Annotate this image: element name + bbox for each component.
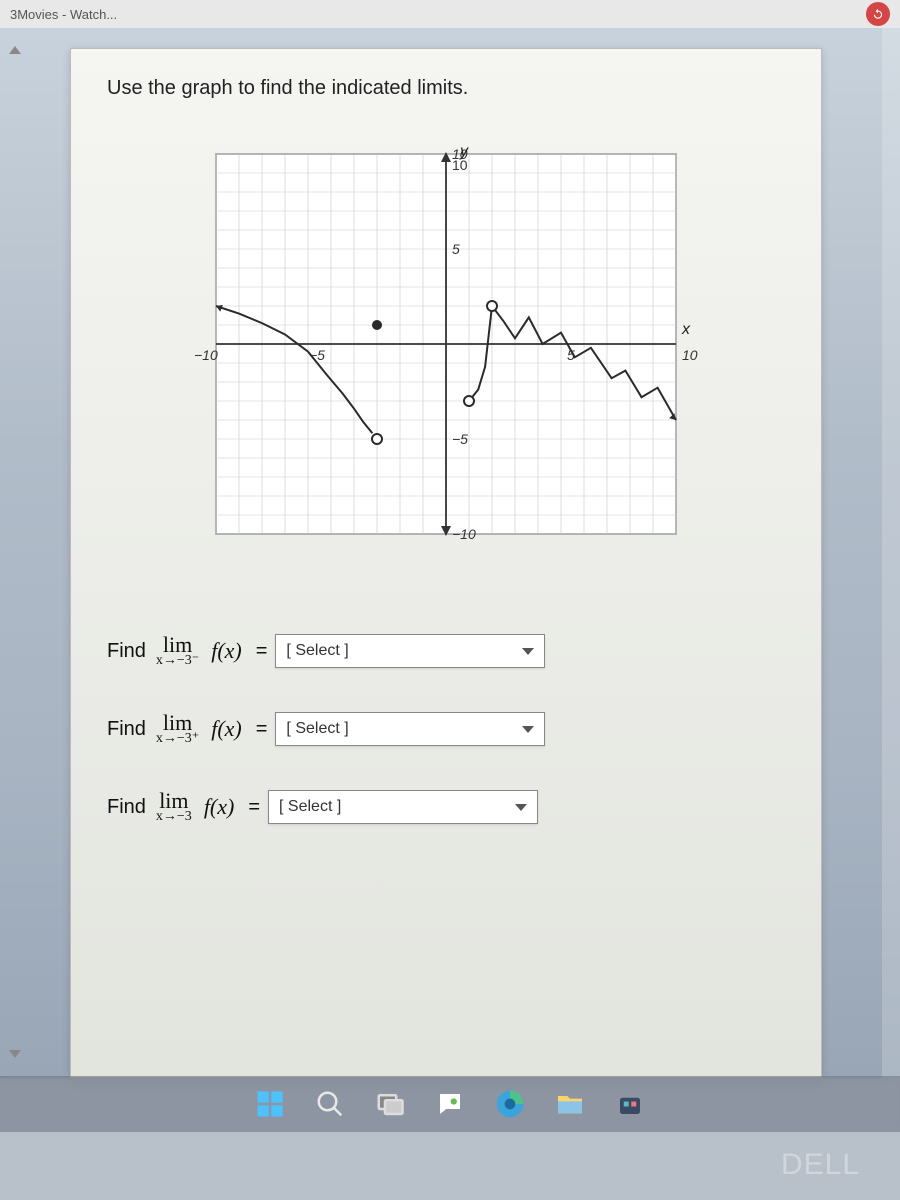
windows-taskbar <box>0 1076 900 1132</box>
taskview-icon[interactable] <box>372 1086 408 1122</box>
svg-text:10: 10 <box>452 157 468 173</box>
reload-icon[interactable] <box>866 2 890 26</box>
lim-symbol: limx→−3⁻ <box>156 634 199 668</box>
lim-symbol: limx→−3⁺ <box>156 712 199 746</box>
scroll-down-icon[interactable] <box>9 1050 21 1058</box>
question-card: Use the graph to find the indicated limi… <box>70 48 822 1078</box>
answer-select[interactable]: [ Select ] <box>268 790 538 824</box>
fx-label: f(x) <box>211 638 242 664</box>
tab-title: 3Movies - Watch... <box>10 7 858 22</box>
equals-label: = <box>256 640 268 663</box>
limit-row: Find limx→−3 f(x) = [ Select ] <box>107 790 785 824</box>
select-placeholder: [ Select ] <box>286 642 348 660</box>
select-placeholder: [ Select ] <box>286 720 348 738</box>
edge-icon[interactable] <box>492 1086 528 1122</box>
start-icon[interactable] <box>252 1086 288 1122</box>
dell-logo: DELL <box>781 1148 860 1182</box>
search-icon[interactable] <box>312 1086 348 1122</box>
limit-row: Find limx→−3⁺ f(x) = [ Select ] <box>107 712 785 746</box>
find-label: Find <box>107 718 146 741</box>
store-icon[interactable] <box>612 1086 648 1122</box>
find-label: Find <box>107 796 146 819</box>
explorer-icon[interactable] <box>552 1086 588 1122</box>
page-body: Use the graph to find the indicated limi… <box>0 28 900 1078</box>
browser-tab-bar: 3Movies - Watch... <box>0 0 900 28</box>
limit-row: Find limx→−3⁻ f(x) = [ Select ] <box>107 634 785 668</box>
right-scrollbar[interactable] <box>882 28 900 1078</box>
chevron-down-icon <box>522 648 534 655</box>
equals-label: = <box>256 718 268 741</box>
equals-label: = <box>248 796 260 819</box>
svg-text:x: x <box>681 321 691 338</box>
graph-container: −10−5510−10−5510yx10 <box>107 124 785 564</box>
scroll-rail <box>0 28 30 1078</box>
svg-text:−10: −10 <box>452 526 476 542</box>
lim-symbol: limx→−3 <box>156 790 192 824</box>
chevron-down-icon <box>515 804 527 811</box>
question-prompt: Use the graph to find the indicated limi… <box>107 77 785 100</box>
svg-text:10: 10 <box>682 347 698 363</box>
answer-select[interactable]: [ Select ] <box>275 634 545 668</box>
fx-label: f(x) <box>211 716 242 742</box>
svg-text:5: 5 <box>452 241 460 257</box>
find-label: Find <box>107 640 146 663</box>
select-placeholder: [ Select ] <box>279 798 341 816</box>
scroll-up-icon[interactable] <box>9 46 21 54</box>
limits-graph: −10−5510−10−5510yx10 <box>186 124 706 564</box>
svg-text:−5: −5 <box>452 431 468 447</box>
svg-text:−10: −10 <box>194 347 218 363</box>
chat-icon[interactable] <box>432 1086 468 1122</box>
chevron-down-icon <box>522 726 534 733</box>
fx-label: f(x) <box>204 794 235 820</box>
answer-select[interactable]: [ Select ] <box>275 712 545 746</box>
